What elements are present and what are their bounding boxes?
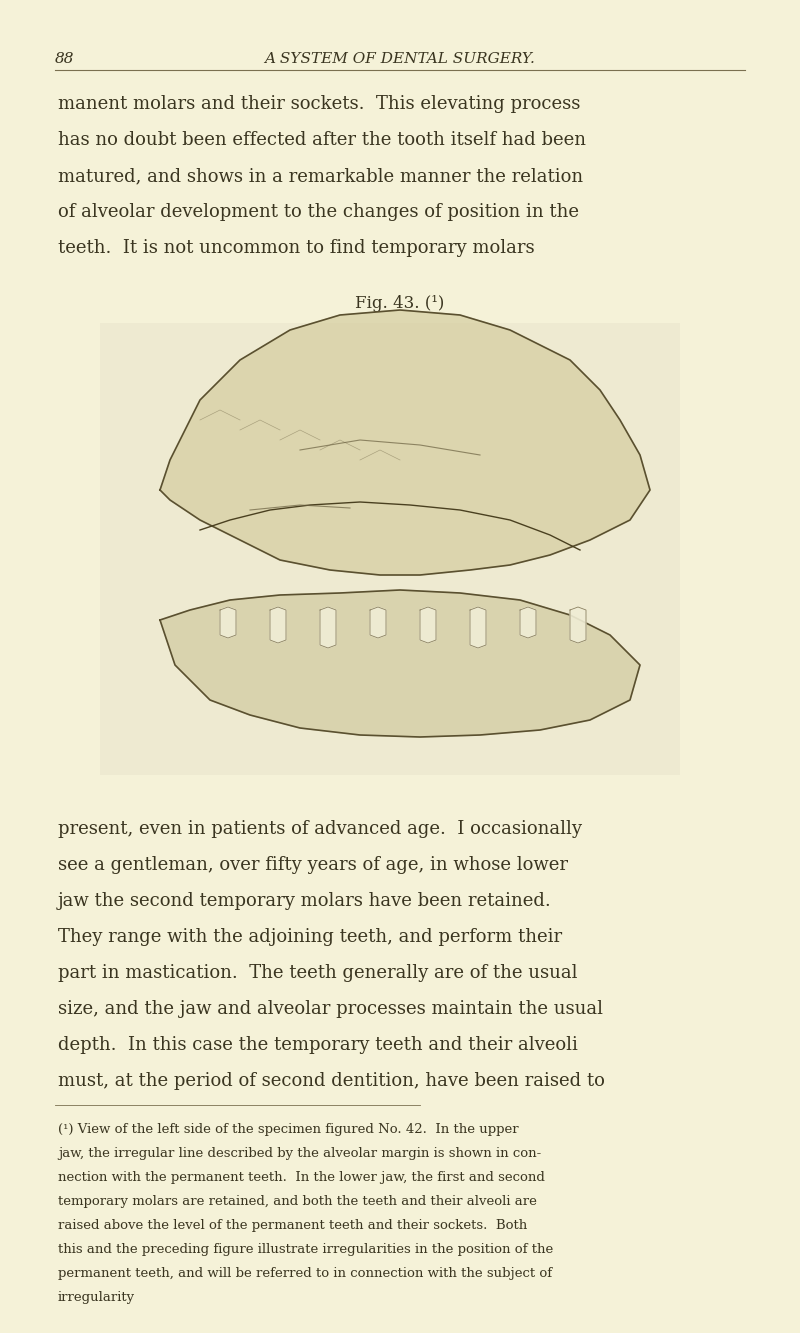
Text: (¹) View of the left side of the specimen figured No. 42.  In the upper: (¹) View of the left side of the specime… bbox=[58, 1122, 518, 1136]
Text: temporary molars are retained, and both the teeth and their alveoli are: temporary molars are retained, and both … bbox=[58, 1194, 537, 1208]
Text: has no doubt been effected after the tooth itself had been: has no doubt been effected after the too… bbox=[58, 131, 586, 149]
Text: present, even in patients of advanced age.  I occasionally: present, even in patients of advanced ag… bbox=[58, 820, 582, 838]
Polygon shape bbox=[160, 591, 640, 737]
Text: depth.  In this case the temporary teeth and their alveoli: depth. In this case the temporary teeth … bbox=[58, 1036, 578, 1054]
Polygon shape bbox=[420, 607, 436, 643]
Text: jaw, the irregular line described by the alveolar margin is shown in con-: jaw, the irregular line described by the… bbox=[58, 1146, 542, 1160]
Polygon shape bbox=[370, 607, 386, 639]
Text: nection with the permanent teeth.  In the lower jaw, the first and second: nection with the permanent teeth. In the… bbox=[58, 1170, 545, 1184]
Polygon shape bbox=[520, 607, 536, 639]
Text: see a gentleman, over fifty years of age, in whose lower: see a gentleman, over fifty years of age… bbox=[58, 856, 568, 874]
Text: jaw the second temporary molars have been retained.: jaw the second temporary molars have bee… bbox=[58, 892, 552, 910]
Text: manent molars and their sockets.  This elevating process: manent molars and their sockets. This el… bbox=[58, 95, 580, 113]
Text: A SYSTEM OF DENTAL SURGERY.: A SYSTEM OF DENTAL SURGERY. bbox=[265, 52, 535, 67]
Polygon shape bbox=[320, 607, 336, 648]
FancyBboxPatch shape bbox=[100, 323, 680, 774]
Text: They range with the adjoining teeth, and perform their: They range with the adjoining teeth, and… bbox=[58, 928, 562, 946]
Text: matured, and shows in a remarkable manner the relation: matured, and shows in a remarkable manne… bbox=[58, 167, 583, 185]
Text: irregularity: irregularity bbox=[58, 1290, 135, 1304]
Polygon shape bbox=[270, 607, 286, 643]
Text: Fig. 43. (¹): Fig. 43. (¹) bbox=[355, 295, 445, 312]
Text: 88: 88 bbox=[55, 52, 74, 67]
Text: teeth.  It is not uncommon to find temporary molars: teeth. It is not uncommon to find tempor… bbox=[58, 239, 534, 257]
Polygon shape bbox=[470, 607, 486, 648]
Polygon shape bbox=[160, 311, 650, 575]
Text: raised above the level of the permanent teeth and their sockets.  Both: raised above the level of the permanent … bbox=[58, 1218, 527, 1232]
Text: size, and the jaw and alveolar processes maintain the usual: size, and the jaw and alveolar processes… bbox=[58, 1000, 603, 1018]
Text: of alveolar development to the changes of position in the: of alveolar development to the changes o… bbox=[58, 203, 579, 221]
Polygon shape bbox=[220, 607, 236, 639]
Text: must, at the period of second dentition, have been raised to: must, at the period of second dentition,… bbox=[58, 1072, 605, 1090]
Text: this and the preceding figure illustrate irregularities in the position of the: this and the preceding figure illustrate… bbox=[58, 1242, 554, 1256]
Text: part in mastication.  The teeth generally are of the usual: part in mastication. The teeth generally… bbox=[58, 964, 578, 982]
Polygon shape bbox=[570, 607, 586, 643]
Text: permanent teeth, and will be referred to in connection with the subject of: permanent teeth, and will be referred to… bbox=[58, 1266, 552, 1280]
